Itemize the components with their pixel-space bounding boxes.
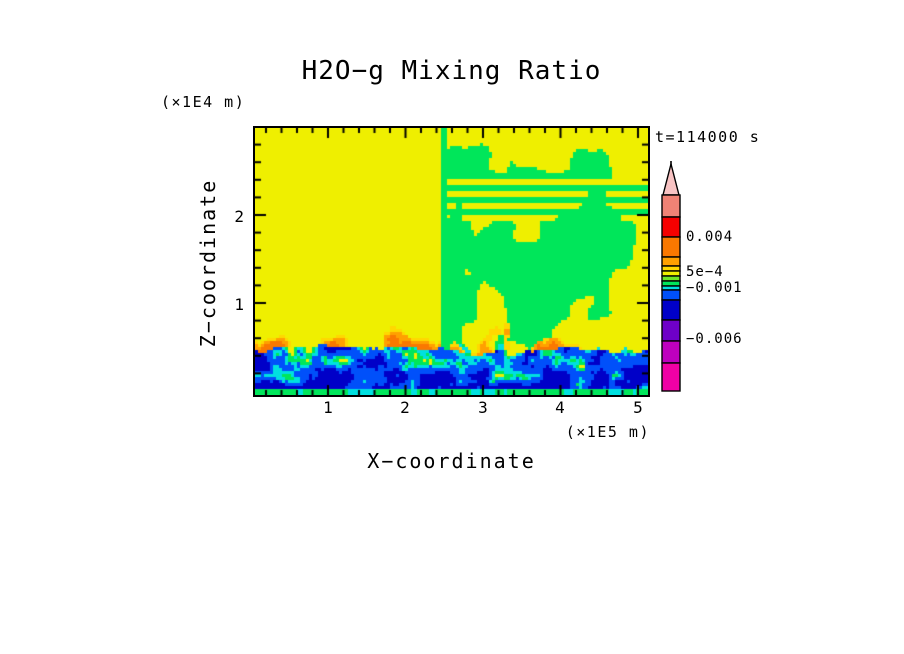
x-tick-label-3: 3 [478, 398, 488, 417]
colorbar-label-2: 5e−4 [686, 264, 724, 280]
colorbar-label-3: −0.001 [686, 280, 743, 296]
z-axis-unit-label: (×1E4 m) [161, 93, 246, 111]
x-tick-label-4: 4 [555, 398, 565, 417]
timestamp-label: t=114000 s [655, 128, 761, 146]
x-tick-label-2: 2 [400, 398, 410, 417]
x-axis-title: X−coordinate [367, 449, 536, 473]
plot-area [253, 126, 650, 397]
z-axis-title: Z−coordinate [196, 178, 220, 348]
colorbar-segments [661, 194, 681, 392]
colorbar-label-1: 0.004 [686, 229, 734, 245]
z-tick-label-1: 1 [234, 295, 244, 314]
colorbar-arrow-icon [662, 161, 680, 196]
colorbar [661, 161, 681, 392]
contour-canvas [255, 128, 648, 395]
colorbar-label-4: −0.006 [686, 331, 743, 347]
chart-title: H2O−g Mixing Ratio [301, 56, 602, 86]
x-axis-unit-label: (×1E5 m) [565, 423, 650, 441]
z-tick-label-2: 2 [234, 207, 244, 226]
x-tick-label-5: 5 [633, 398, 643, 417]
x-tick-label-1: 1 [323, 398, 333, 417]
